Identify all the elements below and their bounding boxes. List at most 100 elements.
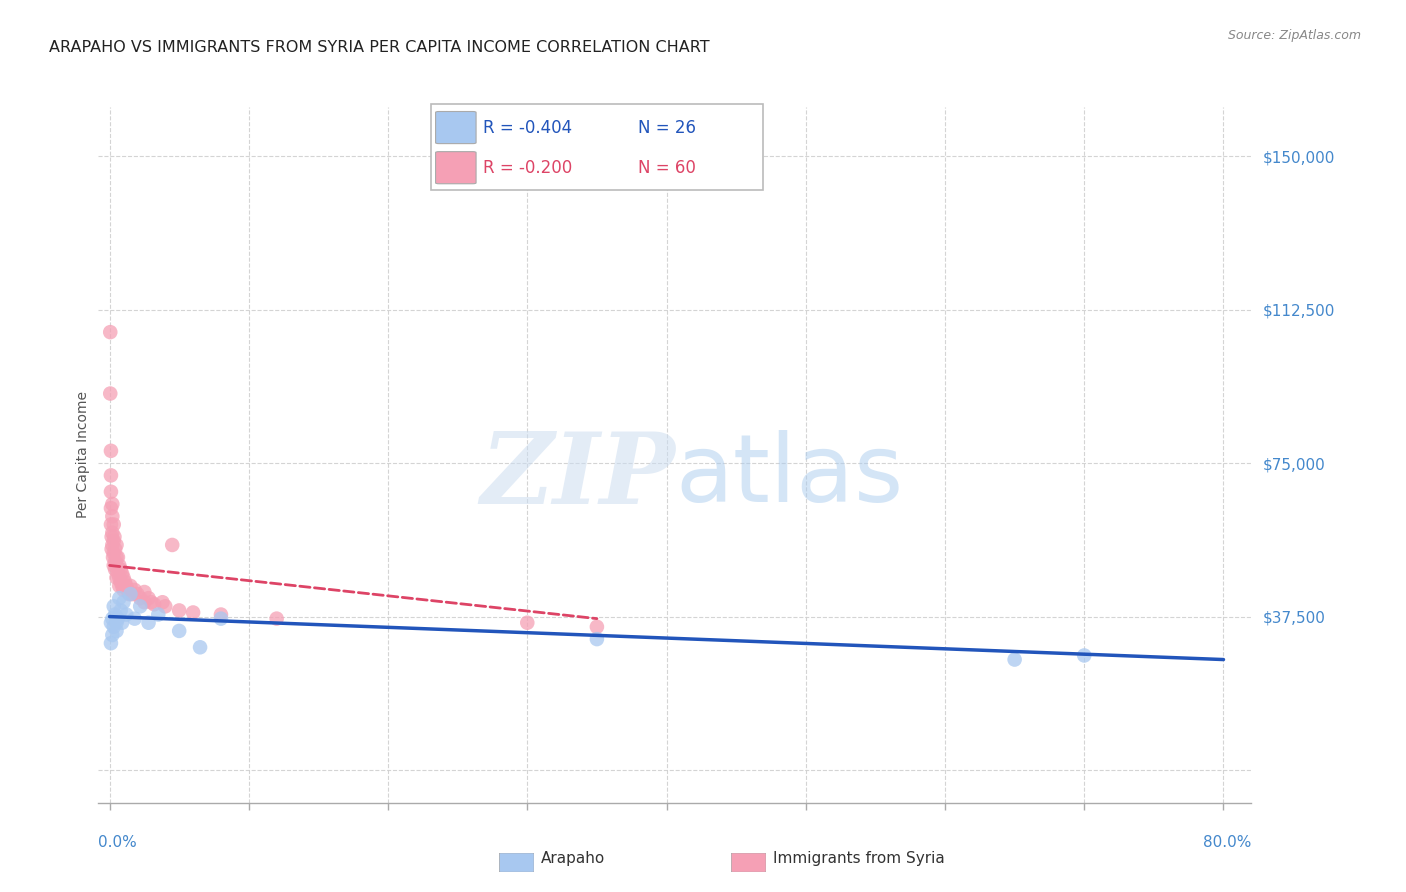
Point xyxy=(103,599,125,614)
Point xyxy=(181,606,204,620)
Point xyxy=(101,612,124,626)
Point xyxy=(134,585,156,599)
Point xyxy=(138,615,160,630)
Point xyxy=(586,632,609,646)
Point xyxy=(1073,648,1095,663)
Point xyxy=(103,530,125,544)
Point xyxy=(104,607,127,622)
Point xyxy=(103,517,125,532)
FancyBboxPatch shape xyxy=(436,152,477,184)
Point xyxy=(105,571,128,585)
Point xyxy=(103,620,125,634)
Point xyxy=(111,566,134,581)
Text: 80.0%: 80.0% xyxy=(1204,836,1251,850)
Point xyxy=(155,599,177,614)
Y-axis label: Per Capita Income: Per Capita Income xyxy=(76,392,90,518)
Point xyxy=(108,571,131,585)
Point xyxy=(107,566,129,581)
Point xyxy=(101,509,124,524)
Point xyxy=(100,615,122,630)
Point xyxy=(100,530,122,544)
FancyBboxPatch shape xyxy=(731,853,766,872)
Point xyxy=(1004,652,1026,666)
Point xyxy=(107,612,129,626)
Point xyxy=(124,582,146,597)
Point xyxy=(104,554,127,568)
Point xyxy=(112,595,135,609)
Text: 0.0%: 0.0% xyxy=(98,836,138,850)
Point xyxy=(101,628,124,642)
Point xyxy=(108,591,131,606)
Point xyxy=(129,591,152,606)
Point xyxy=(134,595,156,609)
Point xyxy=(115,579,138,593)
Text: N = 60: N = 60 xyxy=(638,159,696,177)
Point xyxy=(167,624,190,638)
Text: ARAPAHO VS IMMIGRANTS FROM SYRIA PER CAPITA INCOME CORRELATION CHART: ARAPAHO VS IMMIGRANTS FROM SYRIA PER CAP… xyxy=(49,40,710,55)
Point xyxy=(104,542,127,557)
Text: R = -0.404: R = -0.404 xyxy=(482,119,572,136)
Point xyxy=(516,615,538,630)
Point xyxy=(103,533,125,548)
FancyBboxPatch shape xyxy=(436,112,477,144)
Point xyxy=(112,571,135,585)
Point xyxy=(103,558,125,573)
Point xyxy=(120,579,142,593)
Point xyxy=(100,484,122,499)
Point xyxy=(129,599,152,614)
Point xyxy=(148,607,170,622)
Point xyxy=(100,443,122,458)
Point xyxy=(124,612,146,626)
Point xyxy=(127,587,149,601)
Point xyxy=(111,615,134,630)
Point xyxy=(117,582,139,597)
Text: N = 26: N = 26 xyxy=(638,119,696,136)
Point xyxy=(107,550,129,565)
Point xyxy=(188,640,211,655)
Point xyxy=(108,558,131,573)
Point xyxy=(101,550,124,565)
Point xyxy=(110,603,132,617)
Point xyxy=(104,562,127,576)
Point xyxy=(112,582,135,597)
Point xyxy=(167,603,190,617)
Point xyxy=(141,595,163,609)
Text: ZIP: ZIP xyxy=(479,427,675,524)
Point xyxy=(105,538,128,552)
Point xyxy=(101,538,124,552)
Text: Source: ZipAtlas.com: Source: ZipAtlas.com xyxy=(1227,29,1361,42)
FancyBboxPatch shape xyxy=(430,104,763,190)
Text: Arapaho: Arapaho xyxy=(541,851,606,865)
Point xyxy=(103,546,125,560)
Point xyxy=(100,468,122,483)
Text: R = -0.200: R = -0.200 xyxy=(482,159,572,177)
Point xyxy=(101,497,124,511)
Point xyxy=(115,607,138,622)
Point xyxy=(100,501,122,516)
Text: atlas: atlas xyxy=(675,430,903,522)
Point xyxy=(101,525,124,540)
Point xyxy=(121,587,143,601)
Point xyxy=(143,597,166,611)
Point xyxy=(100,517,122,532)
Text: Immigrants from Syria: Immigrants from Syria xyxy=(773,851,945,865)
Point xyxy=(111,579,134,593)
FancyBboxPatch shape xyxy=(499,853,534,872)
Point xyxy=(98,386,121,401)
Point xyxy=(118,587,141,601)
Point xyxy=(110,562,132,576)
Point xyxy=(138,591,160,606)
Point xyxy=(100,542,122,557)
Point xyxy=(110,574,132,589)
Point xyxy=(160,538,183,552)
Point xyxy=(105,558,128,573)
Point xyxy=(108,579,131,593)
Point xyxy=(152,595,174,609)
Point xyxy=(105,550,128,565)
Point xyxy=(266,612,288,626)
Point xyxy=(209,607,232,622)
Point xyxy=(586,620,609,634)
Point xyxy=(105,615,128,630)
Point xyxy=(120,587,142,601)
Point xyxy=(98,325,121,339)
